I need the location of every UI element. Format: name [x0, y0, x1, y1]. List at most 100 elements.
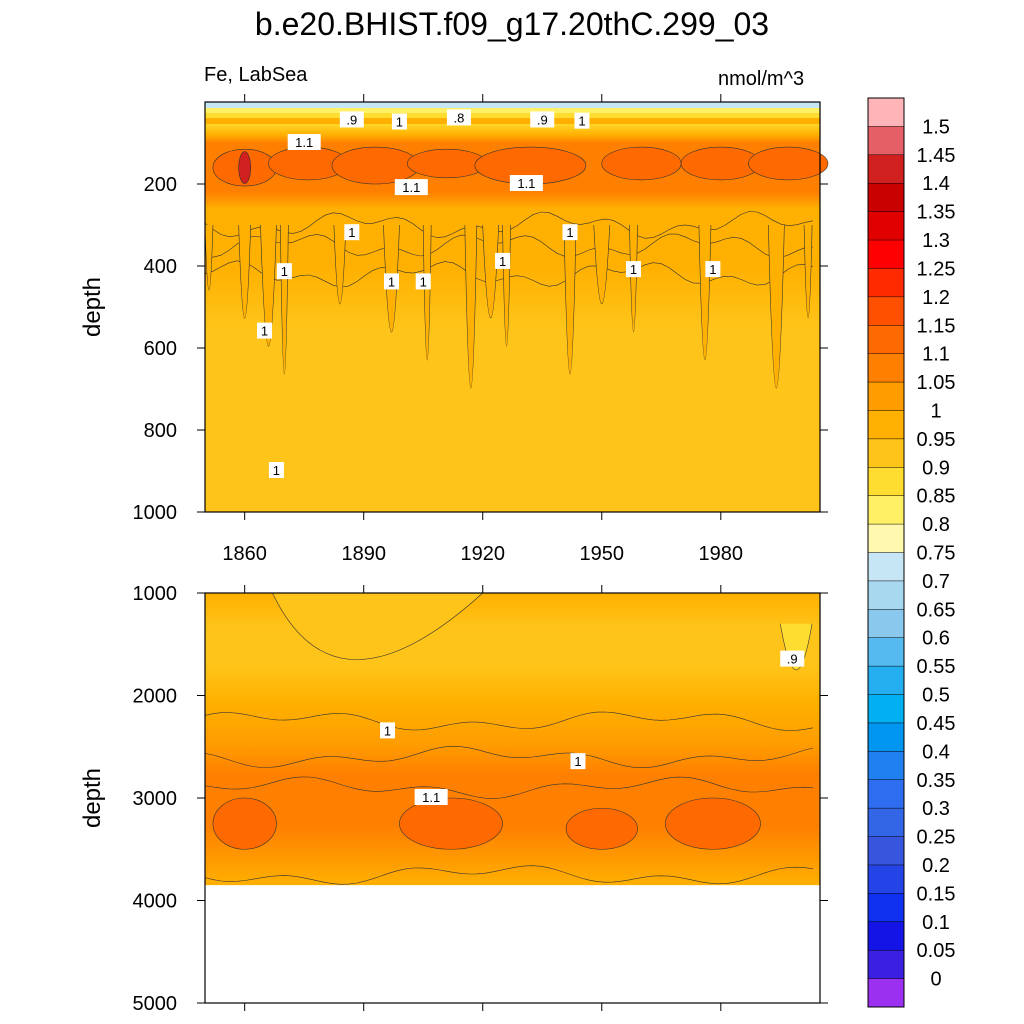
contour-label-text: 1	[709, 262, 716, 277]
y-tick-label: 4000	[133, 891, 178, 913]
contour-label-text: 1.1	[295, 135, 313, 150]
colorbar-swatch	[868, 864, 904, 894]
colorbar-label: 1.45	[917, 145, 956, 167]
contour-label-bg	[391, 113, 407, 130]
colorbar-swatch	[868, 467, 904, 497]
colorbar-label: 1	[930, 400, 941, 422]
colorbar-swatch	[868, 580, 904, 610]
contour-label-text: 1	[388, 274, 395, 289]
high-fe-blob	[331, 146, 420, 185]
colorbar-label: 0.1	[922, 912, 950, 934]
contour-label-text: 1.1	[517, 176, 535, 191]
contour-line	[204, 711, 814, 731]
colorbar-label: 0.45	[917, 713, 956, 735]
contour-label-text: 1	[420, 274, 427, 289]
contour-label-bg	[394, 179, 428, 196]
contour-label-text: 1	[261, 324, 268, 339]
colorbar-label: 0.95	[917, 429, 956, 451]
contour-label-bg	[287, 134, 321, 150]
contour-label-bg	[415, 273, 431, 290]
colorbar-swatch	[868, 666, 904, 696]
contour-label-text: 1	[281, 264, 288, 279]
contour-label-bg	[446, 109, 471, 126]
colorbar-label: 0.75	[917, 543, 956, 565]
contour-label: 1	[268, 462, 284, 478]
contour-label-text: 1	[574, 754, 581, 769]
variable-region-label: Fe, LabSea	[204, 64, 308, 86]
y-tick-label: 1000	[133, 583, 178, 605]
colorbar-swatch	[868, 240, 904, 269]
colorbar-label: 0.35	[917, 770, 956, 792]
contour-label-bg	[574, 112, 590, 129]
y-tick-label: 1000	[133, 502, 178, 524]
contour-line	[204, 745, 814, 768]
colorbar-label: 0.8	[922, 514, 950, 536]
contour-streak	[260, 224, 277, 347]
colorbar-label: 0.7	[922, 571, 950, 593]
surface-band	[205, 118, 820, 124]
contour-label: 1.1	[414, 789, 448, 805]
colorbar-label: 0.25	[917, 827, 956, 849]
contour-label-bg	[705, 261, 721, 278]
contour-label-text: .9	[537, 112, 548, 127]
y-tick-label: 600	[144, 338, 177, 360]
contour-label-text: 1	[630, 262, 637, 277]
y-tick-label: 200	[144, 174, 177, 196]
colorbar-swatch	[868, 808, 904, 838]
contour-streak	[204, 224, 214, 291]
colorbar-label: 0.5	[922, 685, 950, 707]
contour-label: .8	[446, 109, 471, 126]
contour-label-text: 1	[566, 225, 573, 240]
contour-line	[204, 865, 814, 885]
contour-label-bg	[339, 111, 364, 128]
colorbar-swatch	[868, 211, 904, 241]
high-fe-blob	[601, 146, 682, 181]
contour-label: 1	[705, 261, 721, 278]
colorbar-label: 1.5	[922, 116, 950, 138]
colorbar-swatch	[868, 268, 904, 298]
units-label: nmol/m^3	[718, 68, 805, 90]
contour-label: 1	[495, 252, 511, 269]
colorbar-swatch	[868, 495, 904, 525]
colorbar-label: 1.3	[922, 230, 950, 252]
x-tick-label: 1920	[460, 543, 505, 565]
colorbar-swatch	[868, 353, 904, 383]
contour-label-bg	[570, 753, 586, 770]
colorbar-swatch	[868, 183, 904, 213]
colorbar-swatch	[868, 779, 904, 809]
colorbar-label: 0.9	[922, 457, 950, 479]
y-tick-label: 3000	[133, 788, 178, 810]
colorbar-swatch	[868, 836, 904, 866]
colorbar-label: 0.65	[917, 599, 956, 621]
y-tick-label: 800	[144, 420, 177, 442]
contour-label: 1	[380, 722, 396, 739]
colorbar-label: 1.15	[917, 315, 956, 337]
colorbar-label: 1.4	[922, 173, 950, 195]
contour-label: 1	[383, 273, 399, 290]
colorbar-swatch	[868, 552, 904, 582]
colorbar-swatch	[868, 524, 904, 553]
y-axis-label: depth	[79, 768, 106, 828]
colorbar-label: 0.4	[922, 741, 950, 763]
colorbar-label: 0.55	[917, 656, 956, 678]
contour-label: 1	[415, 273, 431, 290]
contour-label-bg	[495, 252, 511, 269]
contour-label: 1	[570, 753, 586, 770]
colorbar-label: 0.3	[922, 798, 950, 820]
colorbar-swatch	[868, 637, 904, 667]
colorbar-label: 1.25	[917, 258, 956, 280]
colorbar-swatch	[868, 154, 904, 184]
colorbar-swatch	[868, 751, 904, 781]
contour-label: 1.1	[509, 175, 543, 191]
contour-label-text: 1	[578, 114, 585, 129]
colorbar-swatch	[868, 296, 904, 326]
contour-label: 1	[391, 113, 407, 130]
contour-label: 1.1	[287, 134, 321, 150]
contour-label: 1	[574, 112, 590, 129]
contour-label: 1	[276, 263, 292, 280]
contour-label-text: 1	[499, 254, 506, 269]
contour-label-bg	[344, 224, 360, 241]
colorbar-label: 1.1	[922, 344, 950, 366]
colorbar-swatch	[868, 722, 904, 752]
x-tick-label: 1890	[341, 543, 386, 565]
